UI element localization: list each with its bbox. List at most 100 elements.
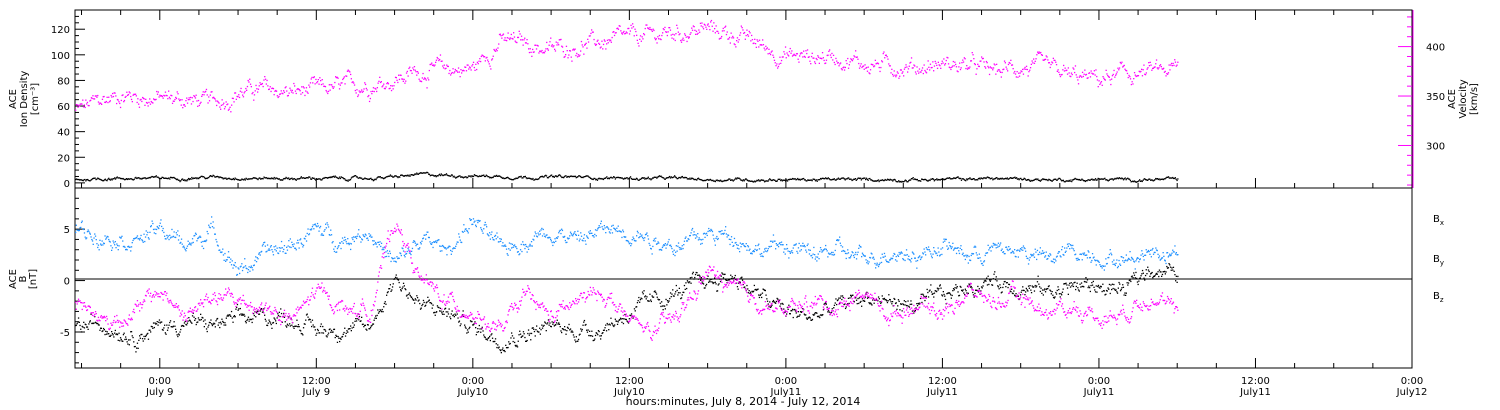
velocity-point xyxy=(621,32,623,34)
velocity-point xyxy=(789,47,791,50)
density-point xyxy=(506,177,508,179)
bx-point xyxy=(913,312,915,314)
density-point xyxy=(394,175,397,177)
by-point xyxy=(255,256,257,258)
by-point xyxy=(536,236,539,238)
density-point xyxy=(176,178,179,180)
bx-point xyxy=(991,284,994,286)
by-point xyxy=(364,236,366,238)
by-point xyxy=(458,236,461,238)
bx-point xyxy=(652,296,654,298)
velocity-point xyxy=(1006,68,1008,70)
velocity-point xyxy=(856,56,858,58)
velocity-point xyxy=(873,66,875,68)
bx-point xyxy=(228,314,230,316)
density-point xyxy=(977,178,980,180)
velocity-point xyxy=(425,79,427,81)
velocity-point xyxy=(828,50,830,52)
velocity-point xyxy=(930,67,932,69)
density-point xyxy=(628,177,630,180)
velocity-point xyxy=(947,57,949,59)
density-point xyxy=(1099,178,1101,180)
density-point xyxy=(608,178,610,180)
velocity-point xyxy=(951,65,954,67)
velocity-point xyxy=(435,59,438,61)
density-point xyxy=(621,177,623,179)
density-point xyxy=(476,175,478,177)
density-point xyxy=(263,176,265,178)
density-point xyxy=(163,177,165,179)
density-point xyxy=(266,177,269,180)
bx-point xyxy=(693,278,695,280)
density-point xyxy=(1023,177,1025,179)
bx-point xyxy=(438,306,440,309)
bx-point xyxy=(440,310,442,312)
bx-point xyxy=(1064,283,1066,285)
density-point xyxy=(279,179,281,181)
density-point xyxy=(267,177,269,179)
by-point xyxy=(369,235,371,237)
bx-point xyxy=(945,303,947,305)
density-point xyxy=(952,177,954,180)
by-point xyxy=(458,233,460,235)
by-point xyxy=(197,237,200,239)
bx-point xyxy=(932,293,934,295)
density-point xyxy=(905,180,907,182)
velocity-point xyxy=(970,60,973,62)
by-point xyxy=(368,233,370,235)
by-point xyxy=(242,267,244,269)
by-point xyxy=(141,239,143,241)
velocity-point xyxy=(995,73,997,75)
velocity-point xyxy=(910,61,912,63)
density-point xyxy=(1167,176,1170,178)
bx-point xyxy=(976,289,978,292)
velocity-point xyxy=(884,54,887,56)
bx-point xyxy=(1039,290,1041,293)
by-point xyxy=(230,258,232,260)
density-point xyxy=(95,178,97,181)
density-point xyxy=(259,177,261,179)
velocity-point xyxy=(726,31,728,33)
bx-point xyxy=(518,334,520,336)
bx-point xyxy=(1084,281,1086,283)
bx-point xyxy=(992,278,994,280)
density-point xyxy=(803,179,806,181)
density-point xyxy=(1140,180,1142,182)
bx-point xyxy=(97,324,100,326)
density-point xyxy=(377,176,379,178)
velocity-point xyxy=(363,88,365,90)
velocity-point xyxy=(907,71,909,73)
density-point xyxy=(769,179,772,181)
by-point xyxy=(409,252,411,254)
density-point xyxy=(209,175,212,177)
velocity-point xyxy=(580,40,583,43)
bx-point xyxy=(982,285,984,287)
density-point xyxy=(333,176,336,178)
by-point xyxy=(167,235,169,237)
density-point xyxy=(190,178,192,180)
velocity-point xyxy=(1026,68,1028,71)
by-point xyxy=(136,236,138,239)
bx-point xyxy=(302,334,304,336)
velocity-point xyxy=(775,65,777,67)
velocity-point xyxy=(224,106,226,108)
bx-point xyxy=(239,314,241,316)
density-point xyxy=(144,177,146,179)
bx-point xyxy=(1158,269,1161,271)
velocity-point xyxy=(894,74,896,76)
bx-point xyxy=(1169,264,1171,266)
by-point xyxy=(533,239,535,241)
density-point xyxy=(693,178,695,181)
density-point xyxy=(487,176,489,178)
velocity-point xyxy=(255,84,257,87)
velocity-point xyxy=(566,50,568,52)
density-point xyxy=(562,176,564,178)
velocity-point xyxy=(1036,54,1038,56)
bx-point xyxy=(985,280,987,282)
bx-point xyxy=(907,300,909,302)
by-point xyxy=(435,240,437,242)
velocity-point xyxy=(402,78,404,80)
bx-point xyxy=(883,298,885,300)
bx-point xyxy=(430,302,432,304)
velocity-point xyxy=(217,101,219,103)
